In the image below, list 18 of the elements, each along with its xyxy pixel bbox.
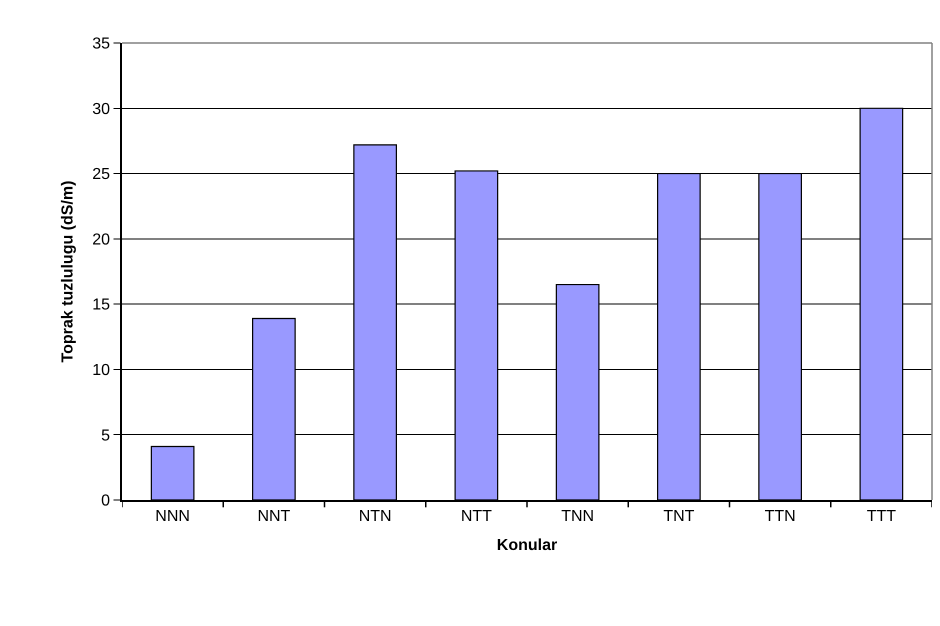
y-tick-label: 10 — [92, 362, 110, 380]
x-axis-title: Konular — [496, 537, 558, 554]
y-tick-label: 35 — [92, 36, 110, 53]
y-tick-label: 0 — [101, 492, 110, 510]
x-tick-label: NTN — [358, 508, 392, 525]
y-axis-title: Toprak tuzlulugu (dS/m) — [60, 180, 77, 362]
y-tick-label: 5 — [101, 427, 110, 444]
y-tick-label: 15 — [92, 296, 110, 314]
x-tick-label: NTT — [460, 508, 492, 525]
y-tick-label: 30 — [92, 100, 110, 118]
x-tick-label: NNN — [155, 508, 190, 525]
x-tick-label: TTN — [764, 508, 796, 525]
x-tick-label: TTT — [866, 508, 896, 525]
x-tick-label: TNT — [663, 508, 695, 525]
y-tick-label: 25 — [92, 166, 110, 184]
x-tick-label: TNN — [561, 508, 594, 525]
x-tick-label: NNT — [257, 508, 291, 525]
y-tick-label: 20 — [92, 231, 110, 248]
